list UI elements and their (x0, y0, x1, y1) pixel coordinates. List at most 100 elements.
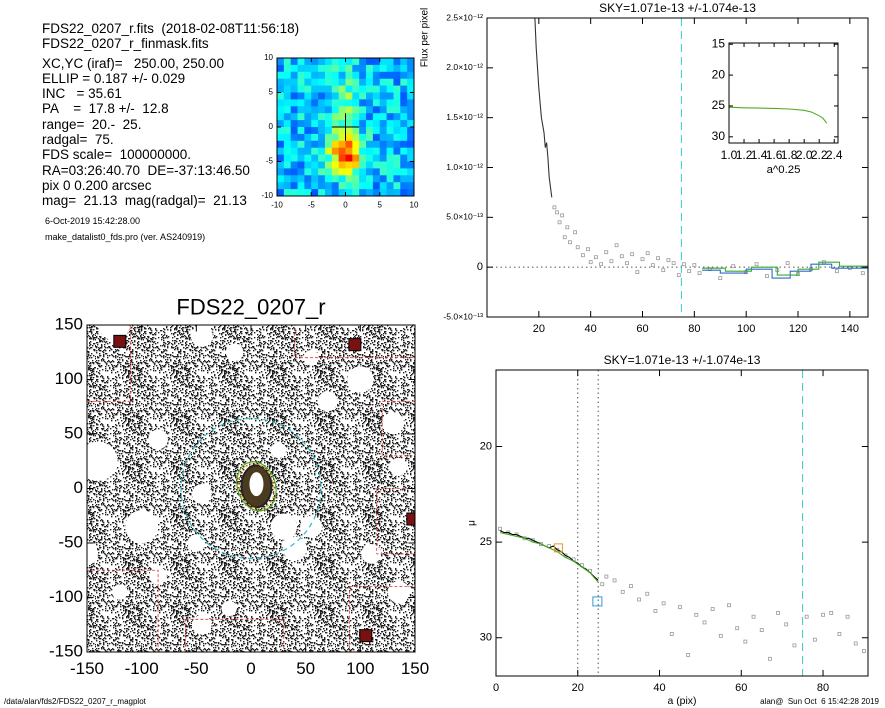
heat-cell (372, 133, 381, 142)
heat-cell (277, 92, 285, 100)
heat-cell (318, 85, 326, 93)
y-tick-label: 150 (55, 314, 83, 333)
heat-cell (277, 113, 285, 121)
heat-cell (290, 64, 299, 73)
heat-cell (338, 106, 346, 114)
note-line: 6-Oct-2019 15:42:28.00 (45, 215, 141, 226)
heat-cell (318, 120, 326, 128)
heat-cell (283, 78, 292, 87)
heat-cell (304, 182, 312, 190)
heat-cell (338, 120, 346, 128)
heat-cell (290, 85, 299, 93)
param-line: range= 20.- 25. (42, 116, 142, 132)
plot-area (87, 325, 415, 652)
heat-cell (386, 106, 394, 114)
data-point (678, 605, 682, 610)
heat-cell (386, 161, 394, 169)
y-tick-label: 100 (55, 369, 83, 388)
heat-cell (304, 58, 312, 66)
heat-cell (331, 133, 340, 142)
header-line: FDS22_0207_r.fits (2018-02-08T11:56:18) (42, 21, 300, 36)
sky-aperture (180, 417, 322, 560)
data-point (862, 649, 866, 654)
heat-cell (311, 71, 319, 80)
heat-cell (297, 161, 305, 169)
heat-cell (393, 133, 401, 142)
heat-cell (379, 120, 388, 128)
heat-cell (304, 120, 312, 128)
heat-cell (345, 140, 353, 149)
heat-cell (331, 127, 340, 135)
heat-cell (304, 106, 312, 114)
heat-cell (393, 147, 401, 156)
x-tick-label: 20 (572, 682, 584, 694)
heat-cell (345, 189, 353, 196)
y-tick-label: 0 (74, 478, 83, 497)
data-point (759, 628, 764, 632)
param-line: mag= 21.13 mag(radgal)= 21.13 (42, 193, 247, 209)
heat-cell (352, 127, 360, 135)
heat-cell (331, 175, 340, 183)
heat-cell (400, 133, 408, 142)
data-point (671, 261, 676, 266)
x-tick-label: 1.6 (766, 148, 783, 162)
heat-cell (304, 92, 312, 100)
data-point (845, 614, 850, 619)
heat-cell (345, 161, 353, 169)
data-point (637, 597, 641, 602)
heat-cell (372, 182, 381, 190)
heat-cell (338, 147, 346, 156)
heat-cell (407, 92, 414, 100)
heat-cell (400, 189, 408, 196)
data-point (640, 257, 645, 262)
heat-cell (352, 71, 360, 80)
heat-cell (345, 127, 353, 135)
profile-line (499, 530, 599, 581)
heat-cell (311, 85, 319, 93)
heat-cell (290, 161, 299, 169)
heat-cell (318, 182, 326, 190)
heat-cell (290, 175, 299, 183)
heat-cell (352, 168, 360, 176)
heat-cell (400, 78, 408, 87)
heat-cell (352, 78, 360, 87)
x-tick-label: 60 (735, 682, 747, 694)
profile-line (729, 106, 828, 124)
mask-region (376, 488, 415, 555)
param-line: RA=03:26:40.70 DE=-37:13:46.50 (42, 162, 250, 178)
heat-cell (386, 154, 394, 162)
heat-cell (407, 120, 414, 128)
heat-cell (359, 154, 367, 162)
heat-cell (311, 189, 319, 196)
heat-cell (297, 106, 305, 114)
heat-cell (311, 175, 319, 183)
data-point (702, 620, 707, 625)
heat-cell (290, 154, 299, 162)
heat-cell (324, 189, 333, 196)
heat-cell (379, 154, 388, 162)
y-axis-label: μ (467, 520, 478, 526)
heat-cell (304, 64, 312, 73)
heat-cell (324, 133, 333, 142)
x-tick-label: 80 (688, 323, 700, 335)
data-point (575, 245, 580, 250)
heat-cell (283, 154, 292, 162)
heat-cell (324, 175, 333, 183)
heat-cell (359, 168, 367, 176)
data-point (669, 632, 674, 636)
data-point (687, 269, 692, 274)
heat-cell (400, 182, 408, 190)
x-tick-label: 1.0 (721, 148, 738, 162)
heat-cell (277, 58, 285, 66)
heat-cell (400, 154, 408, 162)
heat-cell (311, 64, 319, 73)
y-tick-label: 50 (64, 423, 83, 442)
heat-cell (386, 127, 394, 135)
mask-region (348, 586, 415, 652)
mask-hole (148, 429, 168, 450)
heat-cell (393, 127, 401, 135)
heat-cell (386, 175, 394, 183)
x-tick-label: -100 (125, 659, 159, 678)
heat-cell (331, 58, 340, 66)
